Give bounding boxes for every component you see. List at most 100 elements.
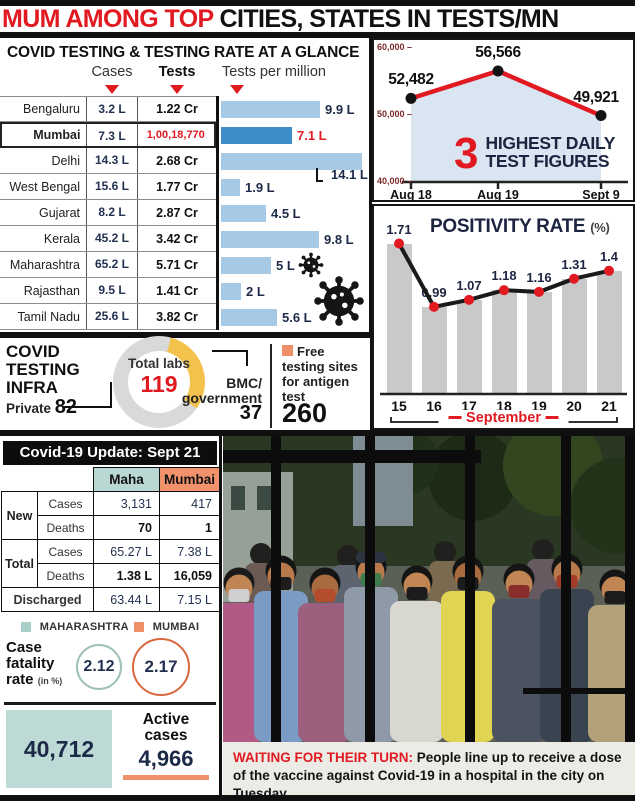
glance-row-left: Rajasthan 9.5 L 1.41 Cr (0, 278, 216, 304)
bmc-labs-value: 37 (239, 402, 262, 424)
tpm-value: 5 L (276, 257, 295, 273)
bmc-labs: BMC/ government 37 (181, 375, 262, 424)
vertical-divider (369, 38, 372, 430)
tpm-bar-area: 9.8 L (216, 226, 370, 252)
glance-row: Bengaluru 3.2 L 1.22 Cr 9.9 L (0, 96, 370, 122)
positivity-title: POSITIVITY RATE (%) (430, 216, 610, 237)
legend-maha: MAHARASHTRA (39, 621, 129, 633)
day-tick: 15 (391, 398, 407, 414)
daily-tests-plot: 60,000 – 50,000 – 40,000 – 52,482 Aug 18 56,5… (374, 40, 633, 202)
mumbai-swatch-icon (133, 622, 144, 632)
total-labs-value: 119 (140, 371, 178, 397)
daily-tests-title: 3 HIGHEST DAILY TEST FIGURES (454, 132, 615, 176)
tests-value: 1.77 Cr (156, 179, 198, 194)
city-name: Maharashtra (9, 257, 80, 272)
tpm-value: 1.9 L (245, 179, 275, 195)
city-name: Tamil Nadu (17, 309, 80, 324)
data-point-label: 56,566 (475, 44, 521, 61)
tpm-value: 5.6 L (282, 309, 312, 325)
tests-value: 5.71 Cr (156, 257, 198, 272)
x-axis-label: Aug 19 (477, 188, 519, 202)
caption-lead: WAITING FOR THEIR TURN: (233, 750, 413, 765)
cases-value: 14.3 L (86, 148, 138, 173)
positivity-bar (421, 306, 447, 394)
tpm-bar-area: 4.5 L (216, 200, 370, 226)
fatality-unit: (in %) (37, 676, 63, 686)
city-name: Gujarat (39, 205, 80, 220)
total-labs-label: Total labs (127, 356, 190, 371)
glance-rows: Bengaluru 3.2 L 1.22 Cr 9.9 L Mumbai 7.3 L 1,0… (0, 96, 370, 330)
glance-row: Delhi 14.3 L 2.68 Cr (0, 148, 370, 174)
glance-row: Gujarat 8.2 L 2.87 Cr 4.5 L (0, 200, 370, 226)
positivity-value: 1.16 (526, 269, 552, 285)
tpm-bar (221, 100, 320, 118)
tests-value: 3.82 Cr (156, 309, 198, 324)
table-header-row: Maha Mumbai (2, 467, 220, 492)
tpm-value-callout: 14.1 L (316, 167, 368, 182)
mid-rule (0, 430, 635, 436)
cases-value: 9.5 L (86, 278, 138, 303)
glance-row-left: Delhi 14.3 L 2.68 Cr (0, 148, 216, 174)
group-total: Total (1, 539, 38, 588)
person-figure (588, 569, 635, 742)
headline-rule (0, 32, 635, 38)
y-axis-tick: 60,000 – (377, 42, 413, 52)
glance-row: Kerala 45.2 L 3.42 Cr 9.8 L (0, 226, 370, 252)
labs-donut-chart (113, 336, 205, 428)
column-arrow-icon (230, 85, 244, 94)
table-row: Deaths 70 1 (2, 515, 220, 540)
tpm-value: 9.8 L (324, 231, 354, 247)
free-testing-value: 260 (282, 398, 328, 428)
positivity-bar (526, 291, 552, 394)
positivity-value: 1.71 (386, 221, 412, 237)
tests-value: 1.22 Cr (156, 102, 198, 116)
active-cases-value: 4,966 (138, 746, 194, 771)
headline-black: CITIES, STATES IN TESTS/MN (219, 5, 560, 33)
glance-row: Tamil Nadu 25.6 L 3.82 Cr 5.6 L (0, 304, 370, 330)
day-tick: 20 (566, 398, 582, 414)
data-point-label: 52,482 (388, 71, 434, 89)
city-name: Kerala (43, 231, 80, 246)
update-table-title: Covid-19 Update: Sept 21 (3, 441, 217, 465)
tpm-bar (221, 256, 271, 274)
tpm-bar-area: 1.9 L (216, 174, 370, 200)
cases-value: 45.2 L (86, 226, 138, 251)
column-arrow-icon (105, 85, 119, 94)
cases-value: 7.3 L (86, 124, 138, 146)
tpm-bar-area: 9.9 L (216, 96, 370, 122)
tpm-bar (221, 152, 362, 170)
positivity-value: 1.4 (599, 248, 619, 264)
photo-caption: WAITING FOR THEIR TURN: People line up t… (223, 742, 635, 801)
city-name: Bengaluru (23, 102, 80, 116)
tpm-bar-area: 5 L (216, 252, 370, 278)
cases-value: 8.2 L (86, 200, 138, 225)
tpm-value: 14.1 L (331, 167, 368, 182)
tpm-bar (221, 204, 266, 222)
city-name: Mumbai (33, 128, 81, 142)
tests-value: 1,00,18,770 (146, 129, 205, 141)
tests-value: 3.42 Cr (156, 231, 198, 246)
glance-row: Maharashtra 65.2 L 5.71 Cr 5 L (0, 252, 370, 278)
glance-row-left: Kerala 45.2 L 3.42 Cr (0, 226, 216, 252)
cases-value: 3.2 L (86, 97, 138, 121)
bmc-connector-line (212, 350, 248, 366)
vertical-divider (219, 436, 222, 795)
glance-row: Mumbai 7.3 L 1,00,18,770 7.1 L (0, 122, 370, 148)
tpm-bar (221, 230, 319, 248)
city-name: Delhi (51, 153, 81, 168)
photo-illustration (223, 436, 635, 742)
testing-infra-section: COVID TESTING INFRA Total labs 119 Priva… (0, 332, 370, 436)
percent-unit: (%) (590, 220, 610, 235)
fatality-mumbai-circle: 2.17 (132, 638, 190, 696)
glance-row-left: Maharashtra 65.2 L 5.71 Cr (0, 252, 216, 278)
tpm-value: 4.5 L (271, 205, 301, 221)
case-fatality-label: Case fatality rate (in %) (6, 639, 63, 688)
glance-row-left: West Bengal 15.6 L 1.77 Cr (0, 174, 216, 200)
x-axis-label: Aug 18 (390, 188, 432, 202)
table-row: Discharged 63.44 L 7.15 L (1, 587, 220, 612)
tpm-bar-area: 7.1 L (216, 122, 370, 148)
person-figure (298, 567, 352, 742)
bottom-rule (0, 795, 635, 801)
glance-row-left: Gujarat 8.2 L 2.87 Cr (0, 200, 216, 226)
private-labs-value: 82 (54, 396, 78, 418)
